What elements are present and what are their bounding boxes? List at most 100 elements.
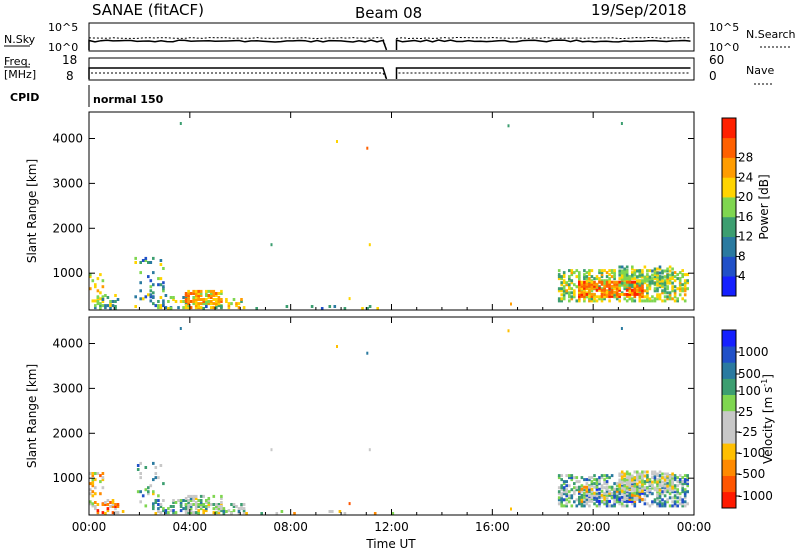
data-cell — [96, 503, 100, 506]
data-cell — [656, 488, 659, 492]
data-cell — [134, 256, 137, 260]
data-cell — [578, 299, 581, 303]
data-cell — [615, 497, 619, 501]
data-cell — [560, 293, 563, 297]
data-cell — [189, 497, 193, 500]
data-cell — [628, 474, 632, 478]
data-cell — [152, 478, 155, 482]
data-cell — [610, 485, 614, 489]
data-cell — [583, 485, 586, 489]
data-cell — [157, 503, 160, 506]
data-cell — [598, 288, 601, 292]
data-cell — [653, 267, 657, 271]
data-cell — [671, 486, 674, 490]
data-cell — [651, 295, 654, 299]
data-cell — [648, 299, 652, 303]
data-cell — [94, 478, 97, 482]
data-cell — [661, 291, 664, 295]
data-cell — [625, 292, 629, 296]
data-cell — [683, 283, 687, 287]
data-cell — [570, 295, 574, 299]
data-cell — [240, 507, 243, 511]
data-cell — [154, 499, 158, 502]
data-cell — [663, 504, 667, 508]
data-cell — [101, 285, 105, 289]
data-cell — [656, 297, 659, 301]
data-cell — [590, 498, 594, 502]
data-cell — [149, 261, 153, 264]
data-cell — [585, 279, 589, 283]
data-cell — [673, 279, 677, 283]
data-cell — [202, 511, 205, 515]
data-cell — [179, 509, 183, 513]
data-cell — [686, 476, 689, 480]
data-cell — [111, 505, 115, 508]
data-cell — [583, 282, 586, 286]
data-cell — [217, 304, 221, 308]
data-cell — [603, 486, 606, 490]
data-cell — [215, 306, 218, 310]
data-cell — [557, 476, 561, 480]
data-cell — [217, 507, 221, 511]
data-cell — [636, 275, 639, 279]
data-cell — [580, 486, 584, 490]
data-cell — [557, 299, 561, 303]
data-cell — [593, 502, 596, 506]
data-cell — [671, 476, 674, 480]
data-cell — [99, 297, 102, 301]
data-cell — [600, 297, 604, 301]
data-cell — [600, 489, 604, 493]
data-cell — [590, 499, 594, 503]
data-cell — [625, 478, 629, 482]
data-cell — [625, 271, 629, 275]
data-cell — [585, 482, 589, 486]
data-cell — [174, 511, 178, 515]
data-cell — [668, 265, 672, 269]
data-cell — [631, 480, 634, 484]
data-cell — [562, 293, 566, 297]
data-cell — [187, 289, 190, 293]
data-cell — [625, 287, 629, 291]
data-cell — [666, 484, 669, 488]
data-cell — [194, 505, 198, 508]
power-x-ticks — [88, 112, 695, 310]
data-cell — [593, 282, 596, 286]
data-cell — [237, 510, 241, 513]
data-cell — [653, 275, 657, 279]
data-cell — [595, 496, 599, 500]
data-cell — [562, 498, 566, 502]
data-cell — [590, 282, 594, 286]
data-cell — [641, 290, 644, 294]
data-cell — [199, 292, 203, 295]
data-cell — [656, 283, 659, 287]
data-cell — [663, 299, 667, 303]
data-cell — [152, 283, 155, 287]
data-cell — [159, 511, 163, 515]
data-cell — [610, 487, 614, 491]
data-cell — [623, 285, 626, 289]
data-cell — [197, 499, 200, 502]
data-cell — [184, 300, 188, 303]
data-cell — [618, 492, 621, 496]
data-cell — [603, 478, 606, 482]
data-cell — [580, 489, 584, 493]
data-cell — [560, 478, 563, 482]
data-cell — [663, 500, 667, 504]
data-cell — [187, 298, 190, 301]
data-point — [620, 122, 623, 125]
data-cell — [220, 497, 223, 500]
data-cell — [568, 490, 571, 494]
data-cell — [114, 305, 117, 308]
data-cell — [646, 295, 649, 299]
data-cell — [570, 504, 574, 508]
data-cell — [658, 283, 662, 287]
data-cell — [189, 306, 193, 310]
data-cell — [676, 287, 679, 291]
data-cell — [162, 304, 165, 308]
data-cell — [562, 285, 566, 289]
data-cell — [641, 486, 644, 490]
nave-tick-bottom: 0 — [709, 69, 717, 83]
data-cell — [101, 472, 105, 475]
data-cell — [646, 486, 649, 490]
data-cell — [187, 507, 190, 511]
